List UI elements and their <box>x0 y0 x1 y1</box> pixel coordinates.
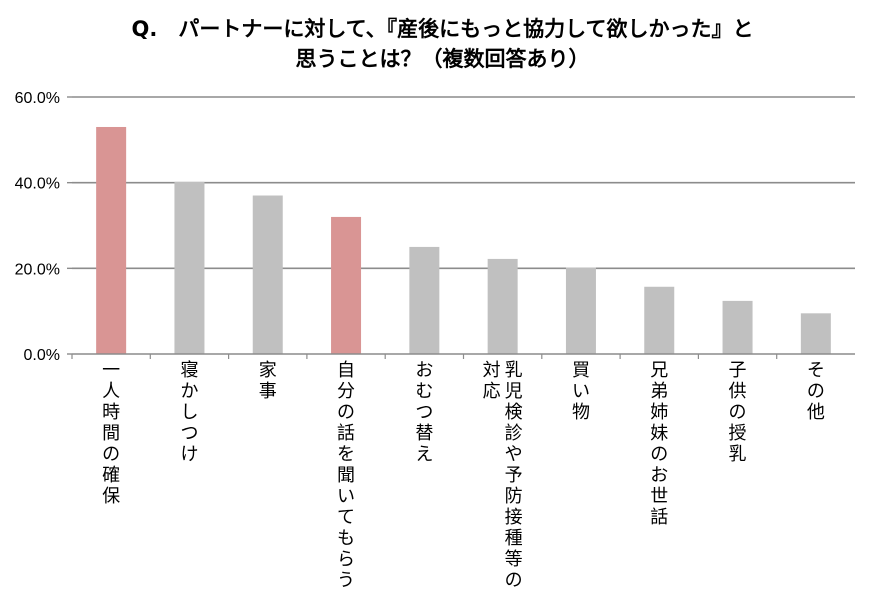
x-tick-label-char: 聞 <box>337 465 355 486</box>
x-tick-label-char: え <box>415 444 433 465</box>
x-tick-label-char: い <box>572 381 590 402</box>
x-tick-label-char: 替 <box>415 423 433 444</box>
x-tick-label-char: 乳 <box>729 444 747 465</box>
x-tick-label-char: 分 <box>337 381 355 402</box>
x-tick-label-char: い <box>337 486 355 507</box>
x-tick-label-char: 人 <box>102 381 120 402</box>
x-tick-label-char: 世 <box>650 486 668 507</box>
bar <box>644 286 675 354</box>
bar <box>800 313 831 354</box>
x-tick-label-char: 妹 <box>650 423 668 444</box>
y-tick-label: 0.0% <box>24 347 60 364</box>
x-tick-label-char: 子 <box>729 360 747 381</box>
bar <box>252 195 283 354</box>
y-tick-label: 60.0% <box>15 90 60 107</box>
bar <box>409 246 440 354</box>
x-tick-label-char: 話 <box>650 507 668 528</box>
x-tick-label-char: の <box>505 570 523 591</box>
x-tick-label-char: お <box>650 465 668 486</box>
x-tick-label-char: 兄 <box>650 360 668 381</box>
x-tick-label-char: 家 <box>259 360 277 381</box>
x-tick-label-char: を <box>337 444 355 465</box>
x-tick-label-char: 対 <box>483 360 501 381</box>
x-tick-label-char: 診 <box>505 423 523 444</box>
chart-title-line2: 思うことは？（複数回答あり） <box>295 47 590 71</box>
x-tick-label-char: 応 <box>483 381 501 402</box>
y-tick-label: 20.0% <box>15 261 60 278</box>
x-tick-label-char: し <box>180 402 198 423</box>
x-tick-label-char: 時 <box>102 402 120 423</box>
bar <box>487 258 518 354</box>
x-tick-label-char: や <box>505 444 523 465</box>
x-tick-label-char: 防 <box>505 486 523 507</box>
x-tick-label-char: 児 <box>505 381 523 402</box>
x-tick-label-char: 弟 <box>650 381 668 402</box>
y-tick-label: 40.0% <box>15 176 60 193</box>
x-tick-label-char: そ <box>807 360 825 381</box>
x-tick-label-char: 事 <box>259 381 277 402</box>
x-tick-label-char: む <box>415 381 433 402</box>
x-tick-label-char: 確 <box>102 465 120 486</box>
x-tick-label-char: 一 <box>102 360 120 381</box>
x-tick-label-char: の <box>337 402 355 423</box>
x-tick-label-char: 間 <box>102 423 120 444</box>
bar <box>722 300 753 354</box>
x-tick-label-char: 授 <box>729 423 747 444</box>
x-tick-label-char: か <box>180 381 198 402</box>
x-tick-label-char: ら <box>337 549 355 570</box>
bar <box>96 126 127 354</box>
x-tick-label-char: つ <box>180 423 198 444</box>
x-tick-label-char: 自 <box>337 360 355 381</box>
x-tick-label-char: 検 <box>505 402 523 423</box>
x-tick-label-char: 接 <box>505 507 523 528</box>
x-tick-label-char: 他 <box>807 402 825 423</box>
x-tick-label-char: て <box>337 507 355 528</box>
x-tick-label-char: 供 <box>729 381 747 402</box>
chart-title-line1: Q. パートナーに対して、『産後にもっと協力して欲しかった』と <box>131 17 754 41</box>
x-tick-label-char: の <box>729 402 747 423</box>
x-tick-label-char: 予 <box>505 465 523 486</box>
x-tick-label-char: 乳 <box>505 360 523 381</box>
x-tick-label-char: 種 <box>505 528 523 549</box>
x-axis-labels: 一人時間の確保寝かしつけ家事自分の話を聞いてもらうおむつ替え乳児検診や予防接種等… <box>71 354 825 591</box>
x-tick-label-char: も <box>337 528 355 549</box>
x-tick-label-char: け <box>180 444 198 465</box>
x-tick-label-char: 話 <box>337 423 355 444</box>
x-tick-label-char: 等 <box>505 549 523 570</box>
bars <box>96 126 831 354</box>
bar <box>331 216 362 354</box>
x-tick-label-char: つ <box>415 402 433 423</box>
x-tick-label-char: の <box>102 444 120 465</box>
bar <box>174 181 205 354</box>
x-tick-label-char: の <box>650 444 668 465</box>
x-tick-label-char: の <box>807 381 825 402</box>
x-tick-label-char: 買 <box>572 360 590 381</box>
x-tick-label-char: 保 <box>102 486 120 507</box>
x-tick-label-char: 物 <box>572 402 590 423</box>
x-tick-label-char: お <box>415 360 433 381</box>
x-tick-label-char: 姉 <box>650 402 668 423</box>
x-tick-label-char: 寝 <box>180 360 198 381</box>
x-tick-label-char: う <box>337 570 355 591</box>
y-axis-ticks: 0.0% 20.0% 40.0% 60.0% <box>15 90 60 364</box>
bar <box>565 267 596 354</box>
